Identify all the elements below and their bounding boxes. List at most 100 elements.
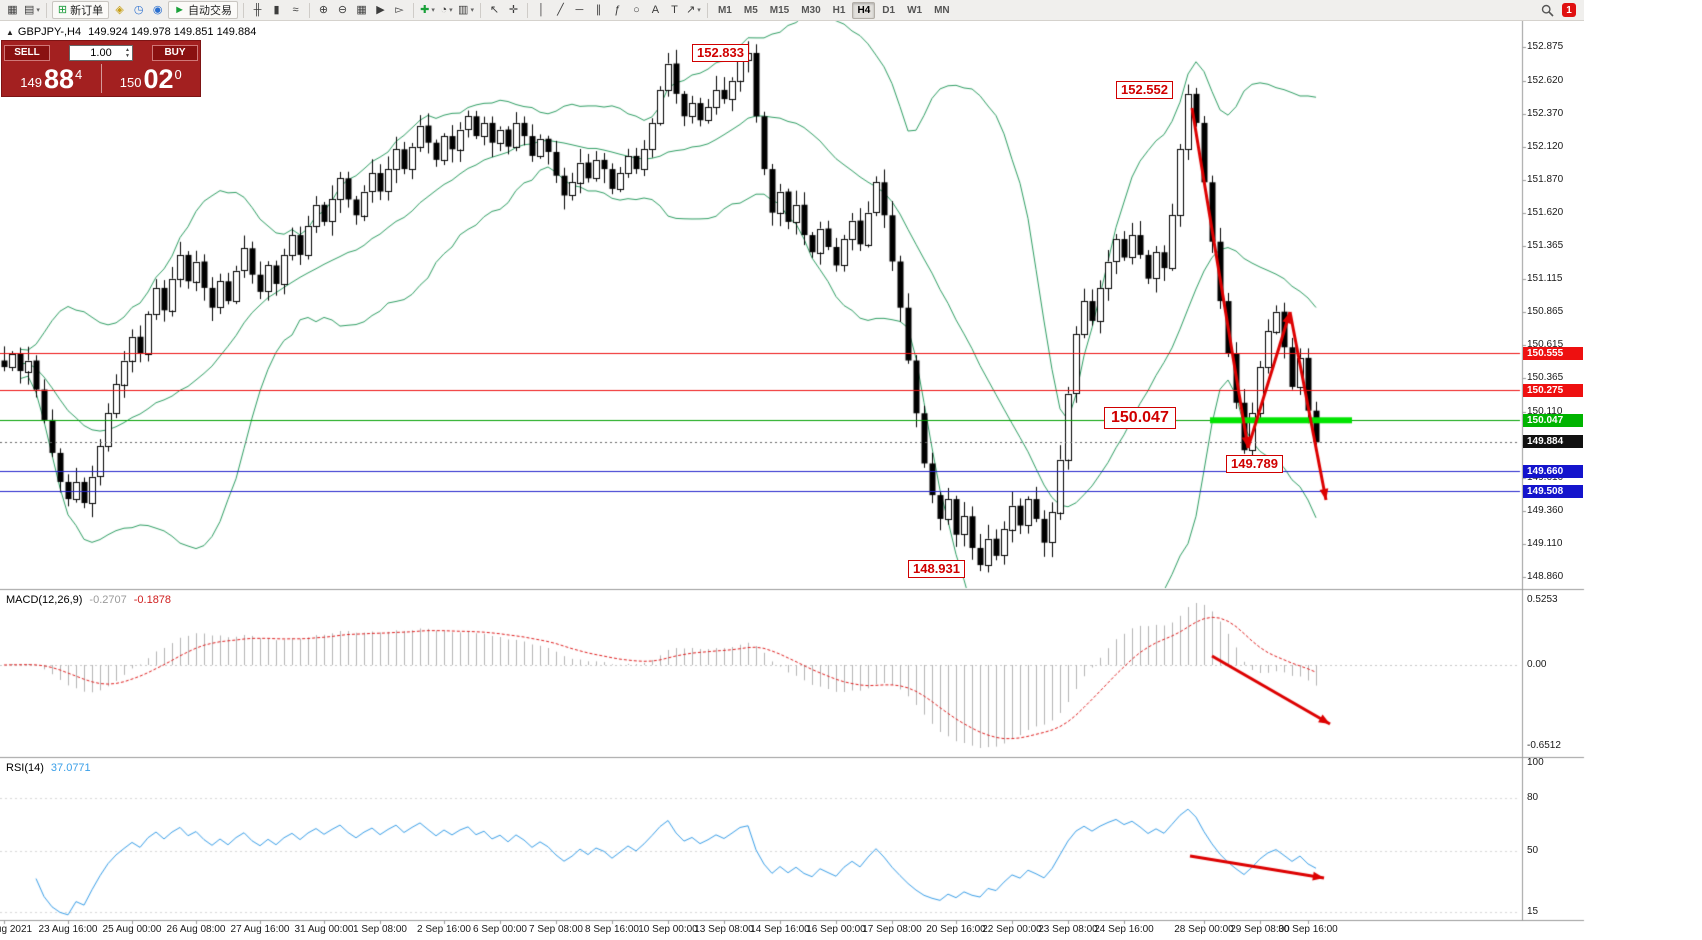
trendline-icon[interactable]: ╱ [557, 4, 564, 16]
periods-icon[interactable]: ◔ ▾ [440, 4, 453, 16]
price-callout[interactable]: 152.552 [1116, 81, 1173, 99]
trade-panel-prices: 149 88 4 150 02 0 [2, 62, 200, 95]
horizontal-line-icon[interactable]: ─ [575, 4, 584, 16]
sell-button[interactable]: SELL [4, 44, 50, 61]
price-axis-label: 149.110 [1527, 537, 1563, 549]
time-axis-label: 2 Sep 16:00 [417, 924, 471, 935]
trade-panel-divider [100, 64, 102, 93]
tile-windows-icon[interactable]: ▦ [356, 4, 367, 16]
price-axis-label: 152.370 [1527, 107, 1564, 119]
mql-wizard-icon[interactable]: ◈ [115, 4, 124, 16]
crosshair-icon[interactable]: ✛ [508, 4, 519, 16]
time-axis-label: 23 Aug 16:00 [38, 924, 98, 935]
volume-stepper[interactable]: ▲ ▼ [125, 46, 130, 59]
toolbar-right: 1 [1538, 1, 1581, 19]
timeframe-m30[interactable]: M30 [801, 4, 821, 16]
ohlc-values: 149.924 149.978 149.851 149.884 [88, 26, 257, 38]
fibonacci-icon[interactable]: ƒ [614, 4, 621, 16]
price-callout[interactable]: 149.789 [1226, 455, 1283, 473]
price-callout[interactable]: 148.931 [908, 560, 965, 578]
bid-prefix: 149 [20, 75, 42, 90]
price-axis-label: 150.365 [1527, 372, 1564, 384]
arrows-tool-icon[interactable]: ↗ ▾ [686, 4, 701, 16]
trade-panel-top-row: SELL 1.00 ▲ ▼ BUY [2, 41, 200, 62]
vertical-line-icon[interactable]: │ [538, 4, 545, 16]
bar-chart-icon[interactable]: ╫ [253, 4, 262, 16]
chart-shift-icon[interactable]: ▻ [395, 4, 404, 16]
price-axis-label: 150.615 [1527, 339, 1564, 351]
notification-badge[interactable]: 1 [1562, 3, 1576, 17]
indicators-add-icon[interactable]: ✚ ▾ [420, 4, 435, 16]
price-callout[interactable]: 152.833 [692, 44, 749, 62]
ask-pip-digit: 0 [174, 67, 182, 82]
timeframe-h4[interactable]: H4 [852, 1, 876, 19]
timeframe-mn[interactable]: MN [934, 4, 950, 16]
toolbar-separator [413, 2, 415, 18]
toolbar-separator [526, 2, 528, 18]
label-icon[interactable]: T [671, 4, 678, 16]
timeframe-m5[interactable]: M5 [743, 4, 758, 16]
macd-signal-value: -0.1878 [133, 594, 172, 606]
volume-value: 1.00 [90, 46, 112, 59]
timeframe-w1[interactable]: W1 [907, 4, 923, 16]
price-callout[interactable]: 150.047 [1104, 407, 1176, 429]
text-icon[interactable]: A [651, 4, 660, 16]
timeframe-m15[interactable]: M15 [769, 4, 790, 16]
volume-input[interactable]: 1.00 ▲ ▼ [69, 44, 133, 61]
axis-price-badge: 150.555 [1523, 346, 1583, 360]
search-icon[interactable] [1538, 1, 1557, 19]
macd-axis-label: -0.6512 [1527, 739, 1561, 751]
time-axis-label: 27 Aug 16:00 [230, 924, 290, 935]
auto-scroll-icon[interactable]: ▶ [376, 4, 385, 16]
time-axis-label: 22 Sep 00:00 [982, 924, 1042, 935]
macd-axis-label: 0.00 [1527, 659, 1547, 670]
ask-price[interactable]: 150 02 0 [102, 62, 201, 95]
timeframe-d1[interactable]: D1 [882, 4, 896, 16]
symbol-period: GBPJPY-,H4 [17, 26, 82, 38]
price-axis-label: 151.620 [1527, 206, 1564, 218]
toolbar-separator [706, 2, 708, 18]
toolbar-separator [479, 2, 481, 18]
toolbar-separator [45, 2, 47, 18]
axis-price-badge: 149.884 [1523, 435, 1583, 449]
axis-price-badge: 150.047 [1523, 413, 1583, 427]
bid-price[interactable]: 149 88 4 [2, 62, 101, 95]
symbol-expand-icon[interactable]: ▲ [6, 28, 14, 37]
time-axis-label: 26 Aug 08:00 [166, 924, 226, 935]
channel-icon[interactable]: ∥ [595, 4, 602, 16]
ask-big-digits: 02 [143, 64, 174, 94]
zoom-out-icon[interactable]: ⊖ [337, 4, 348, 16]
time-axis-label: 28 Sep 00:00 [1174, 924, 1234, 935]
templates-icon[interactable]: ▥ ▾ [458, 4, 474, 16]
timeframe-m1[interactable]: M1 [717, 4, 732, 16]
price-axis-label: 150.110 [1527, 405, 1563, 417]
time-axis-label: 23 Sep 08:00 [1038, 924, 1098, 935]
toolbar: ▦ ▤ ▾ ⊞ 新订单 ◈ ◷ ◉ ► 自动交易 ╫ ▮ ≈ ⊕ ⊖ ▦ ▶ ▻ ✚ ▾ ◔ ▾ ▥ ▾ ↖ ✛ │ ╱ ─ ∥ ƒ ○ A T ↗… [0, 0, 1584, 21]
toolbar-separator [243, 2, 245, 18]
history-center-icon[interactable]: ◷ [133, 4, 144, 16]
time-axis-label: 1 Sep 08:00 [353, 924, 407, 935]
buy-button[interactable]: BUY [152, 44, 198, 61]
new-chart-icon[interactable]: ▦ [7, 4, 18, 16]
price-axis-label: 151.115 [1527, 273, 1563, 285]
chart-profiles-icon[interactable]: ▤ ▾ [24, 4, 40, 16]
autotrading-button[interactable]: ► 自动交易 [168, 1, 239, 19]
timeframe-h1[interactable]: H1 [832, 4, 846, 16]
line-chart-icon[interactable]: ≈ [292, 4, 299, 16]
shapes-icon[interactable]: ○ [633, 4, 640, 16]
rsi-axis-label: 80 [1527, 792, 1539, 803]
cursor-icon[interactable]: ↖ [489, 4, 500, 16]
time-axis-label: 31 Aug 00:00 [294, 924, 354, 935]
candlestick-icon[interactable]: ▮ [273, 4, 280, 16]
macd-indicator-label: MACD(12,26,9) -0.2707 -0.1878 [6, 594, 171, 606]
price-axis-label: 151.870 [1527, 173, 1564, 185]
time-axis-label: 25 Aug 00:00 [102, 924, 162, 935]
time-axis-label: 17 Sep 08:00 [862, 924, 922, 935]
ask-prefix: 150 [119, 75, 142, 90]
new-order-button[interactable]: ⊞ 新订单 [51, 1, 110, 19]
time-axis-label: 10 Sep 00:00 [638, 924, 698, 935]
zoom-in-icon[interactable]: ⊕ [318, 4, 329, 16]
market-icon[interactable]: ◉ [152, 4, 163, 16]
